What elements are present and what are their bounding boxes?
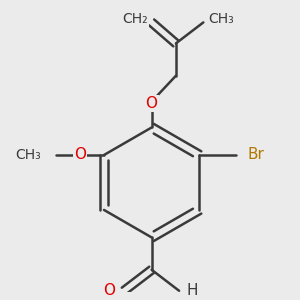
Text: H: H: [186, 283, 198, 298]
Text: O: O: [103, 283, 116, 298]
Text: O: O: [146, 96, 158, 111]
Text: CH₃: CH₃: [208, 12, 234, 26]
Text: O: O: [74, 148, 86, 163]
Text: CH₂: CH₂: [123, 12, 148, 26]
Text: Br: Br: [248, 148, 265, 163]
Text: CH₃: CH₃: [15, 148, 41, 162]
